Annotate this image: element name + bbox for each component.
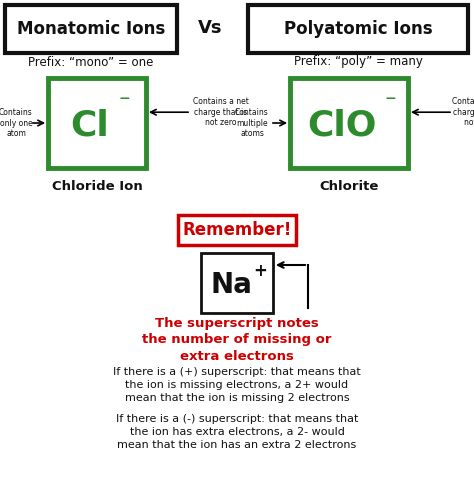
Text: +: +: [253, 262, 267, 280]
Text: Contains
only one
atom: Contains only one atom: [0, 108, 33, 138]
Bar: [201, 253, 273, 313]
Text: Polyatomic Ions: Polyatomic Ions: [283, 20, 432, 38]
Text: If there is a (-) superscript: that means that
the ion has extra electrons, a 2-: If there is a (-) superscript: that mean…: [116, 414, 358, 450]
Text: Contains a net
charge that is
not zero: Contains a net charge that is not zero: [193, 97, 249, 127]
Bar: [290, 78, 408, 168]
Text: If there is a (+) superscript: that means that
the ion is missing electrons, a 2: If there is a (+) superscript: that mean…: [113, 367, 361, 403]
Bar: [178, 215, 296, 245]
Text: Cl: Cl: [70, 109, 109, 143]
Text: The superscript notes
the number of missing or
extra electrons: The superscript notes the number of miss…: [142, 316, 332, 363]
Text: Prefix: “mono” = one: Prefix: “mono” = one: [28, 56, 154, 69]
Text: Remember!: Remember!: [182, 221, 292, 239]
Text: Monatomic Ions: Monatomic Ions: [17, 20, 165, 38]
Bar: [248, 5, 468, 53]
Bar: [48, 78, 146, 168]
Text: Vs: Vs: [198, 19, 222, 37]
Text: Chloride Ion: Chloride Ion: [52, 180, 142, 192]
Text: Na: Na: [210, 271, 252, 299]
Text: Prefix: “poly” = many: Prefix: “poly” = many: [293, 56, 422, 69]
Text: ⁻: ⁻: [384, 93, 396, 113]
Text: ⁻: ⁻: [118, 93, 130, 113]
Text: ClO: ClO: [307, 109, 377, 143]
Bar: [5, 5, 177, 53]
Text: Chlorite: Chlorite: [319, 180, 379, 192]
Text: Contains a net
charge that is
not zero: Contains a net charge that is not zero: [452, 97, 474, 127]
Text: Contains
multiple
atoms: Contains multiple atoms: [235, 108, 269, 138]
